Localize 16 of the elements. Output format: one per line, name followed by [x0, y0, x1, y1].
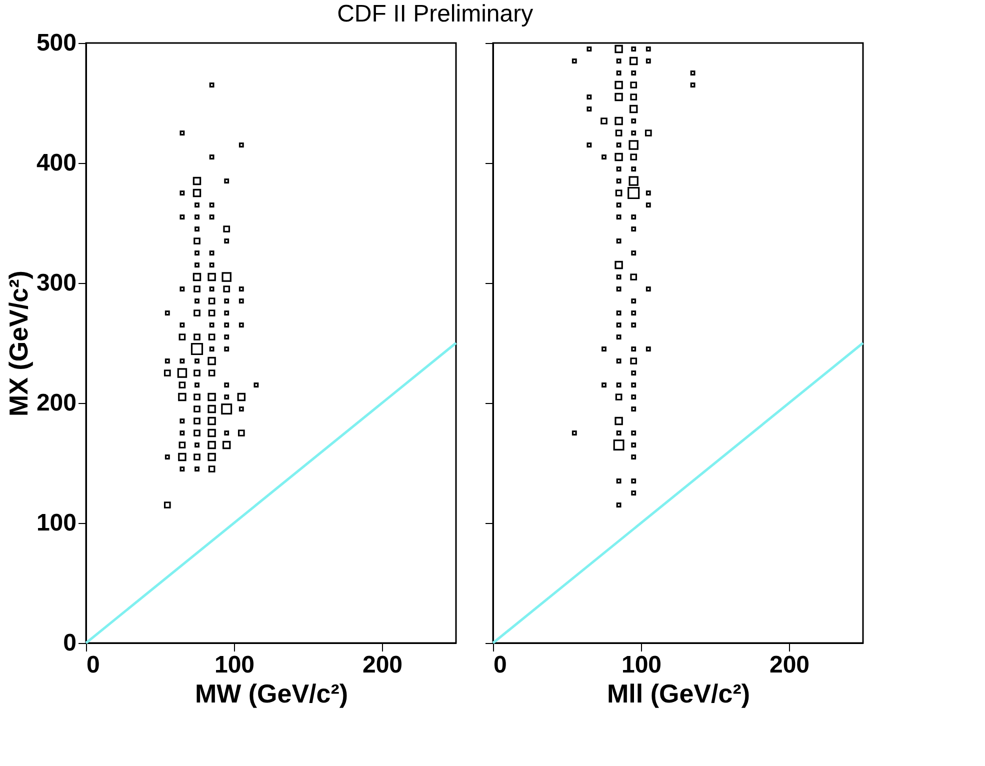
y-tick-label: 500 — [36, 30, 76, 56]
y-axis-title: MX (GeV/c²) — [3, 270, 34, 416]
y-tick-label: 300 — [36, 270, 76, 296]
x-tick-label: 0 — [494, 652, 507, 678]
y-tick-label: 100 — [36, 510, 76, 536]
x-tick-label: 0 — [86, 652, 100, 678]
chart-title: CDF II Preliminary — [337, 0, 534, 28]
x-axis-title: MW (GeV/c²) — [194, 678, 348, 708]
y-tick-label: 0 — [63, 630, 76, 656]
y-tick-label: 400 — [36, 150, 76, 176]
x-tick-label: 100 — [621, 652, 662, 678]
x-axis-title: Mll (GeV/c²) — [606, 678, 750, 708]
x-tick-label: 200 — [769, 652, 810, 678]
y-tick-label: 200 — [36, 390, 76, 416]
x-tick-label: 200 — [362, 652, 403, 678]
x-tick-label: 100 — [214, 652, 255, 678]
